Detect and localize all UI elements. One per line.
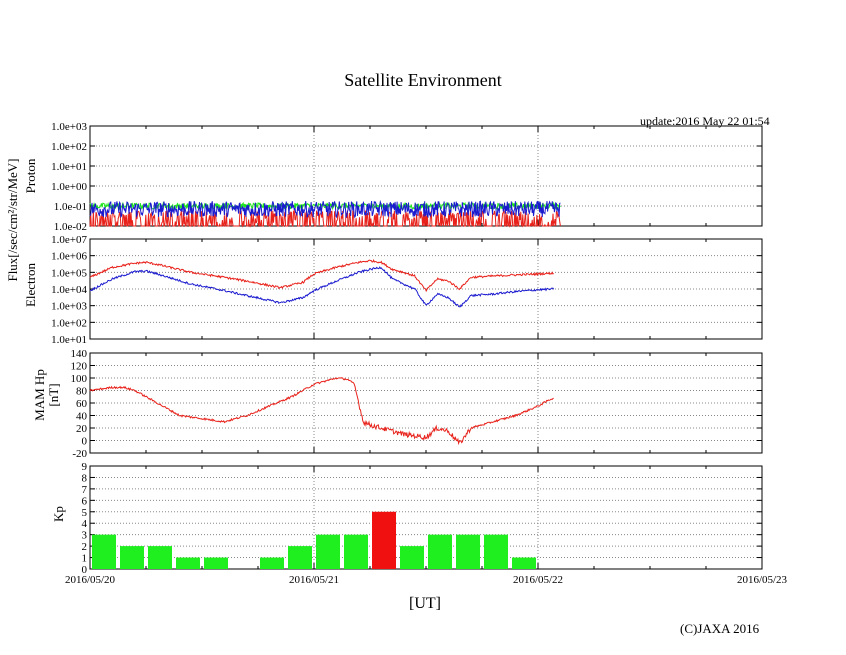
kp-bar: [428, 534, 452, 569]
mam_hp-ytick-label: 140: [71, 348, 88, 360]
flux-axis-label: Flux[/sec/cm²/str/MeV]: [5, 158, 20, 282]
mam_hp-ytick-label: 80: [76, 386, 88, 398]
proton-axis-label: Proton: [23, 158, 38, 194]
proton-ytick-label: 1.0e+00: [51, 181, 87, 193]
kp-ytick-label: 5: [82, 507, 88, 519]
kp-bar: [204, 557, 228, 569]
x-tick-label: 2016/05/21: [289, 574, 339, 586]
kp-bar: [260, 557, 284, 569]
kp-bar: [120, 546, 144, 569]
kp-bar: [92, 534, 116, 569]
kp-bar: [176, 557, 200, 569]
proton-ytick-label: 1.0e+01: [51, 161, 87, 173]
kp-ytick-label: 2: [82, 541, 88, 553]
proton-ytick-label: 1.0e-02: [54, 221, 87, 233]
kp-bar: [344, 534, 368, 569]
mam-hp-axis-label: MAM Hp [nT]: [32, 350, 61, 440]
proton-series-blue: [89, 199, 561, 219]
electron-series-red: [89, 258, 554, 293]
x-tick-label: 2016/05/23: [737, 574, 788, 586]
electron-ytick-label: 1.0e+06: [51, 251, 87, 263]
electron-series-blue: [89, 266, 555, 308]
kp-ytick-label: 7: [82, 484, 88, 496]
copyright: (C)JAXA 2016: [680, 621, 760, 636]
mam_hp-ytick-label: 120: [71, 361, 88, 373]
kp-axis-label: Kp: [51, 506, 66, 522]
kp-ytick-label: 3: [82, 530, 88, 542]
kp-ytick-label: 4: [82, 518, 88, 530]
proton-ytick-label: 1.0e+02: [51, 141, 87, 153]
proton-ytick-label: 1.0e-01: [54, 201, 87, 213]
proton-ytick-label: 1.0e+03: [51, 121, 87, 133]
mam-hp-label-line1: MAM Hp: [32, 369, 47, 421]
kp-bar: [288, 546, 312, 569]
update-timestamp: update:2016 May 22 01:54: [640, 114, 770, 128]
kp-bar: [512, 557, 536, 569]
kp-frame: [89, 465, 763, 570]
kp-ytick-label: 6: [82, 495, 88, 507]
mam_hp-ytick-label: 40: [76, 411, 88, 423]
kp-ytick-label: 1: [82, 553, 88, 565]
electron-ytick-label: 1.0e+03: [51, 301, 87, 313]
electron-ytick-label: 1.0e+02: [51, 317, 87, 329]
x-axis-label: [UT]: [409, 595, 441, 612]
x-tick-label: 2016/05/22: [513, 574, 563, 586]
electron-ytick-label: 1.0e+07: [51, 234, 87, 246]
mam_hp-ytick-label: -20: [72, 448, 87, 460]
kp-bar: [316, 534, 340, 569]
mam_hp-ytick-label: 100: [71, 373, 88, 385]
mam-hp-label-line2: [nT]: [46, 383, 61, 407]
kp-ytick-label: 8: [82, 472, 88, 484]
kp-bar: [372, 511, 396, 569]
x-tick-label: 2016/05/20: [65, 574, 116, 586]
mam_hp-ytick-label: 60: [76, 398, 88, 410]
kp-ytick-label: 9: [82, 461, 88, 473]
chart-title: Satellite Environment: [344, 70, 502, 90]
kp-bar: [456, 534, 480, 569]
electron-axis-label: Electron: [23, 262, 38, 308]
kp-ytick-label: 0: [82, 564, 88, 576]
kp-bar: [148, 546, 172, 569]
kp-bar: [400, 546, 424, 569]
mam_hp-ytick-label: 0: [82, 436, 88, 448]
electron-ytick-label: 1.0e+01: [51, 334, 87, 346]
kp-bar: [484, 534, 508, 569]
electron-ytick-label: 1.0e+05: [51, 267, 87, 279]
mam_hp-series-red: [89, 377, 554, 446]
mam_hp-ytick-label: 20: [76, 423, 88, 435]
electron-ytick-label: 1.0e+04: [51, 284, 87, 296]
